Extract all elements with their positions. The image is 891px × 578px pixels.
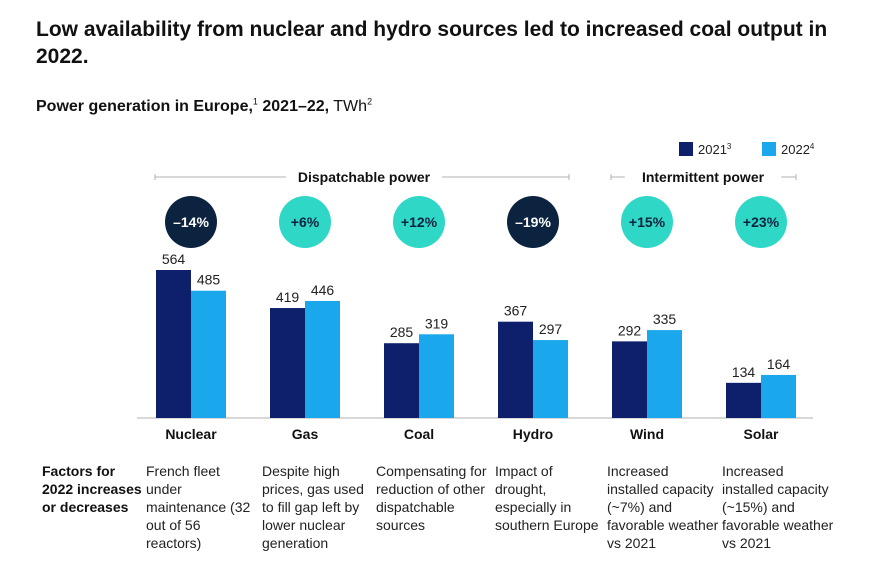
bar-hydro-2022: [533, 340, 568, 418]
change-badge-gas: [279, 196, 331, 248]
bar-solar-2021: [726, 382, 761, 418]
subtitle-years: 2021–22,: [257, 98, 330, 115]
subtitle-footnote-1: 1: [252, 96, 258, 107]
factor-nuclear: French fleet under maintenance (32 out o…: [146, 463, 251, 551]
change-badge-coal: [393, 196, 445, 248]
chart-subtitle: Power generation in Europe,1 2021–22, TW…: [36, 96, 373, 116]
change-badge-hydro: [507, 196, 559, 248]
change-label-wind: +15%: [629, 214, 666, 230]
factor-solar: Increased installed capacity (~15%) and …: [722, 463, 834, 551]
bar-gas-2022: [305, 300, 340, 418]
category-label-solar: Solar: [743, 426, 779, 442]
category-label-hydro: Hydro: [513, 426, 553, 442]
factor-hydro: Impact of drought, especially in souther…: [495, 463, 599, 533]
category-label-coal: Coal: [404, 426, 434, 442]
bar-nuclear-2021: [156, 270, 191, 418]
bar-wind-2021: [612, 341, 647, 418]
group-label-dispatchable-power: Dispatchable power: [298, 169, 431, 185]
legend-swatch-2022: [762, 142, 776, 156]
value-label-nuclear-2021: 564: [162, 251, 186, 267]
change-label-coal: +12%: [401, 214, 438, 230]
change-label-hydro: –19%: [515, 214, 551, 230]
factor-wind: Increased installed capacity (~7%) and f…: [607, 463, 719, 551]
bar-wind-2022: [647, 330, 682, 418]
category-label-nuclear: Nuclear: [165, 426, 217, 442]
change-label-nuclear: –14%: [173, 214, 209, 230]
bar-gas-2021: [270, 308, 305, 418]
value-label-coal-2022: 319: [425, 315, 449, 331]
value-label-solar-2022: 164: [767, 356, 791, 372]
value-label-hydro-2021: 367: [504, 303, 528, 319]
bar-solar-2022: [761, 374, 796, 418]
value-label-wind-2022: 335: [653, 311, 677, 327]
bar-nuclear-2022: [191, 290, 226, 418]
bar-hydro-2021: [498, 321, 533, 418]
category-label-wind: Wind: [630, 426, 664, 442]
legend-label-2021: 20213: [698, 142, 732, 157]
change-badge-solar: [735, 196, 787, 248]
value-label-gas-2022: 446: [311, 282, 335, 298]
bar-chart: 564 485 Nuclear –14% 419 446 Gas +6% 285 319 Coal +…: [137, 142, 815, 442]
legend-label-2022: 20224: [781, 142, 815, 157]
factors-heading: Factors for 2022 increases or decreases: [42, 463, 142, 515]
chart-title: Low availability from nuclear and hydro …: [36, 18, 828, 68]
subtitle-unit: TWh: [329, 98, 368, 115]
bar-coal-2022: [419, 334, 454, 418]
legend-swatch-2021: [679, 142, 693, 156]
value-label-nuclear-2022: 485: [197, 272, 221, 288]
subtitle-footnote-2: 2: [367, 96, 373, 107]
factor-gas: Despite high prices, gas used to fill ga…: [262, 463, 364, 551]
value-label-gas-2021: 419: [276, 289, 300, 305]
category-label-gas: Gas: [292, 426, 319, 442]
change-label-gas: +6%: [291, 214, 320, 230]
value-label-wind-2021: 292: [618, 322, 642, 338]
change-label-solar: +23%: [743, 214, 780, 230]
change-badge-nuclear: [165, 196, 217, 248]
legend-footnote-2022: 4: [810, 142, 815, 151]
value-label-hydro-2022: 297: [539, 321, 563, 337]
group-label-intermittent-power: Intermittent power: [642, 169, 765, 185]
factor-coal: Compensating for reduction of other disp…: [376, 463, 487, 533]
subtitle-label: Power generation in Europe,: [36, 98, 253, 115]
value-label-solar-2021: 134: [732, 364, 756, 380]
legend-footnote-2021: 3: [727, 142, 732, 151]
value-label-coal-2021: 285: [390, 324, 414, 340]
change-badge-wind: [621, 196, 673, 248]
bar-coal-2021: [384, 343, 419, 418]
